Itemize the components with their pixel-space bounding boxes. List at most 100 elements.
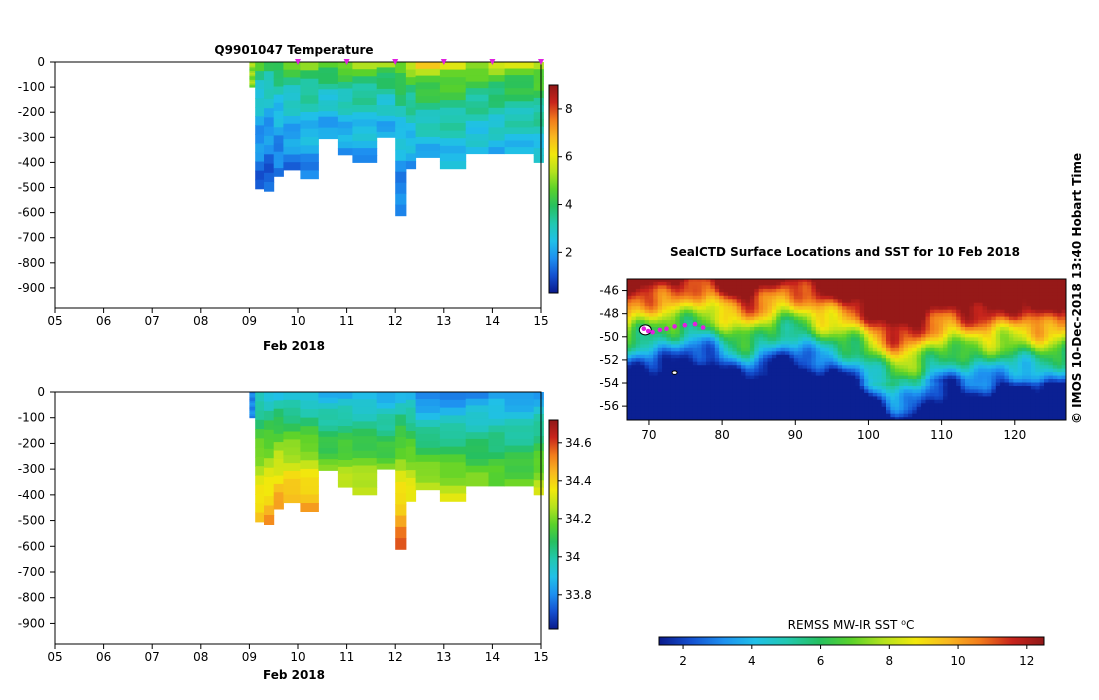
- sst-cell: [872, 392, 878, 397]
- t-profile-cell: [395, 94, 407, 107]
- sst-cell: [868, 357, 874, 362]
- sst-cell: [890, 392, 896, 397]
- sst-cell: [868, 322, 874, 327]
- sst-cell: [868, 326, 874, 331]
- sst-cell: [965, 333, 970, 338]
- sst-cell: [644, 319, 650, 324]
- sst-cell: [1057, 309, 1063, 314]
- sst-cell: [657, 392, 663, 397]
- sst-cell: [684, 329, 690, 334]
- sst-cell: [1030, 381, 1036, 386]
- sst-cell: [640, 312, 646, 317]
- sst-cell: [684, 312, 690, 317]
- sst-cell: [872, 291, 878, 296]
- sst-cell: [899, 312, 905, 317]
- sst-cell: [763, 281, 769, 286]
- sst-cell: [728, 364, 733, 369]
- sst-cell: [789, 371, 795, 376]
- sst-cell: [991, 361, 997, 366]
- sst-cell: [1008, 333, 1014, 338]
- sst-cell: [771, 284, 777, 289]
- sst-cell: [969, 298, 975, 303]
- sst-cell: [947, 281, 953, 286]
- sst-cell: [1044, 319, 1049, 324]
- sst-cell: [1017, 350, 1023, 355]
- sst-cell: [973, 371, 979, 376]
- sst-cell: [1017, 364, 1023, 369]
- sst-cell: [679, 343, 685, 348]
- s-profile-cell: [255, 429, 265, 439]
- t-profile-cell: [249, 85, 256, 88]
- sst-cell: [894, 343, 900, 348]
- sst-cell: [894, 340, 900, 345]
- sst-cell: [688, 305, 694, 310]
- sst-cell: [969, 402, 975, 407]
- sst-cell: [675, 374, 681, 379]
- sst-cell: [811, 302, 817, 307]
- sst-cell: [780, 378, 786, 383]
- s-profile-cell: [249, 397, 256, 400]
- sst-cell: [925, 354, 931, 359]
- sst-cell: [688, 354, 694, 359]
- sst-cell: [719, 361, 725, 366]
- sst-cell: [706, 374, 711, 379]
- sst-cell: [653, 305, 659, 310]
- sst-cell: [684, 371, 690, 376]
- sst-cell: [995, 288, 1001, 293]
- sst-cell: [1013, 312, 1019, 317]
- sst-cell: [710, 347, 716, 352]
- sst-cell: [982, 284, 988, 289]
- s-x-tick-label: 12: [388, 650, 403, 664]
- sst-cell: [903, 416, 909, 420]
- sst-cell: [807, 395, 812, 400]
- s-profile-cell: [488, 465, 505, 473]
- sst-cell: [1022, 316, 1028, 321]
- s-profile-cell: [488, 459, 505, 467]
- s-profile-cell: [264, 401, 275, 412]
- sst-cell: [679, 378, 685, 383]
- sst-cell: [916, 413, 922, 418]
- sst-cell: [666, 312, 672, 317]
- sst-cell: [828, 350, 834, 355]
- sst-cell: [741, 279, 747, 282]
- sst-cell: [741, 357, 747, 362]
- sst-cell: [706, 357, 711, 362]
- map-lat-tick-label: -56: [599, 399, 619, 413]
- sst-cell: [745, 343, 751, 348]
- sst-cell: [842, 378, 848, 383]
- sst-cell: [956, 291, 962, 296]
- sst-cell: [719, 312, 725, 317]
- sst-cell: [890, 385, 896, 390]
- sst-cell: [807, 371, 812, 376]
- sst-cell: [631, 416, 637, 420]
- sst-cell: [1061, 336, 1066, 341]
- t-profile-cell: [395, 83, 407, 96]
- sst-cell: [938, 361, 944, 366]
- sst-cell: [965, 298, 970, 303]
- sst-cell: [763, 374, 769, 379]
- sst-cell: [894, 354, 900, 359]
- sst-cell: [692, 381, 698, 386]
- sst-cell: [714, 347, 720, 352]
- sst-cell: [635, 329, 641, 334]
- sst-cell: [758, 336, 764, 341]
- sst-cell: [965, 361, 970, 366]
- s-profile-cell: [533, 392, 544, 400]
- sst-cell: [855, 281, 861, 286]
- sst-cell: [903, 322, 909, 327]
- sst-cell: [881, 347, 887, 352]
- sst-cell: [1017, 399, 1023, 404]
- sst-cell: [890, 336, 896, 341]
- sst-cell: [1022, 361, 1028, 366]
- sst-cell: [763, 316, 769, 321]
- s-profile-cell: [300, 417, 319, 427]
- sst-cell: [653, 395, 659, 400]
- sst-cell: [653, 413, 659, 418]
- sst-cell: [828, 336, 834, 341]
- sst-cell: [820, 312, 826, 317]
- sst-cell: [741, 392, 747, 397]
- sst-cell: [855, 350, 861, 355]
- sst-cell: [995, 295, 1001, 300]
- sst-cell: [697, 322, 703, 327]
- sst-cell: [1044, 402, 1049, 407]
